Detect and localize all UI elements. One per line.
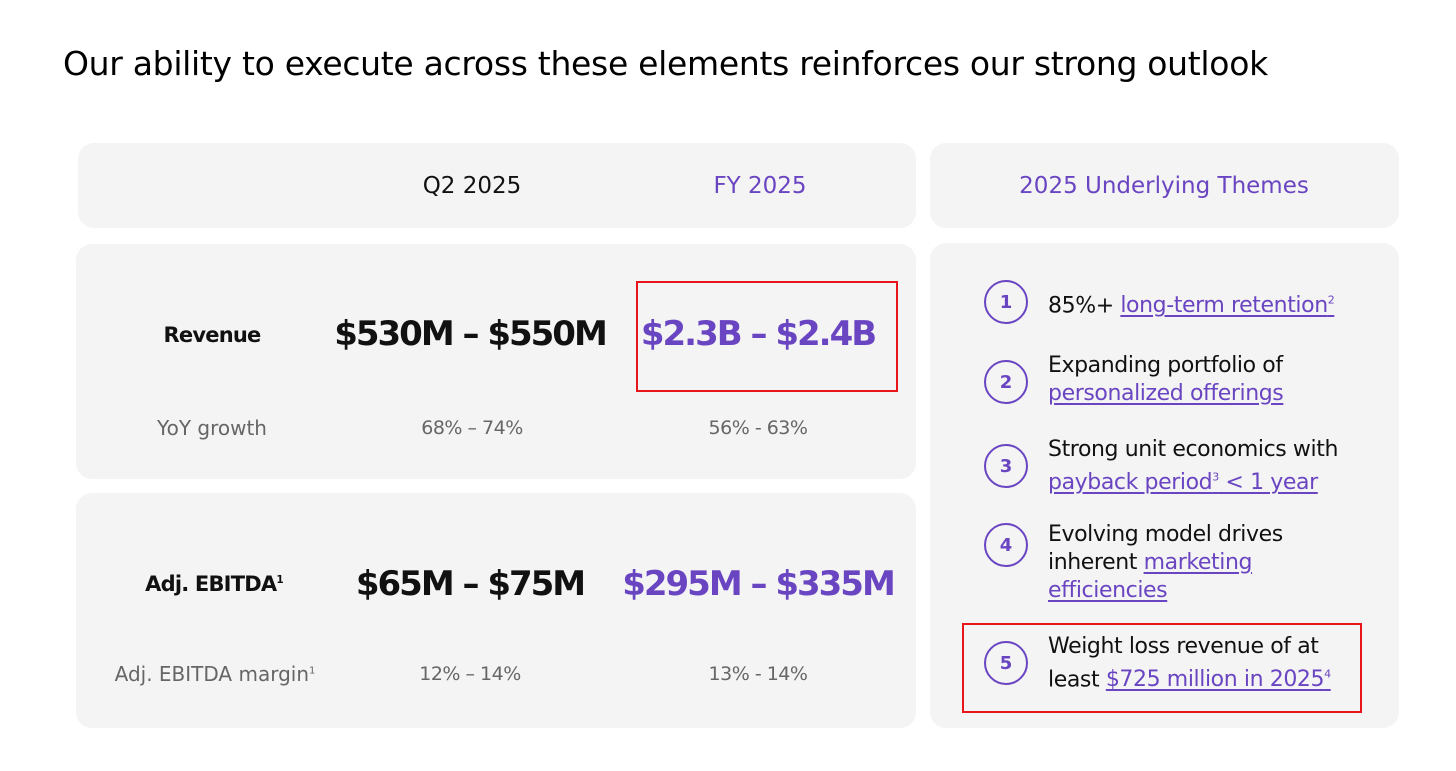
theme-link-text[interactable]: $725 million in 2025	[1105, 667, 1325, 693]
number-4-icon: 4	[984, 523, 1028, 567]
theme-link[interactable]: $725 million in 20254	[1106, 667, 1331, 692]
footnote-marker: 1	[309, 665, 316, 677]
yoy-growth-fy: 56% - 63%	[708, 417, 808, 439]
theme-link-text[interactable]: long-term retention	[1120, 293, 1328, 319]
revenue-fy-value: $2.3B – $2.4B	[640, 314, 877, 354]
ebitda-margin-q2: 12% – 14%	[419, 663, 521, 685]
theme-link-text[interactable]: payback period	[1048, 470, 1213, 496]
footnote-marker: 3	[1212, 471, 1219, 484]
number-2-icon: 2	[984, 360, 1028, 404]
ebitda-label-text: Adj. EBITDA	[145, 572, 277, 596]
themes-header: 2025 Underlying Themes	[1019, 173, 1309, 199]
theme-item: Expanding portfolio of personalized offe…	[1048, 352, 1308, 408]
number-5-icon: 5	[984, 641, 1028, 685]
column-header-q2: Q2 2025	[422, 173, 522, 199]
revenue-label: Revenue	[163, 323, 262, 347]
ebitda-label: Adj. EBITDA1	[145, 572, 283, 596]
ebitda-margin-fy: 13% - 14%	[708, 663, 808, 685]
ebitda-margin-text: Adj. EBITDA margin	[114, 662, 310, 686]
theme-text: Evolving model drives inherent	[1048, 522, 1283, 575]
ebitda-q2-value: $65M – $75M	[355, 564, 586, 604]
number-3-icon: 3	[984, 444, 1028, 488]
footnote-marker: 2	[1327, 294, 1335, 307]
themes-header-card	[930, 143, 1399, 228]
yoy-growth-label: YoY growth	[157, 416, 267, 440]
number-1-icon: 1	[984, 280, 1028, 324]
revenue-q2-value: $530M – $550M	[334, 314, 608, 354]
yoy-growth-q2: 68% – 74%	[421, 417, 523, 439]
revenue-card	[76, 244, 916, 479]
highlight-box-weight-loss	[962, 623, 1362, 713]
theme-text: 85%+	[1048, 293, 1121, 319]
ebitda-margin-label: Adj. EBITDA margin1	[115, 662, 316, 686]
highlight-box-revenue	[636, 281, 898, 392]
theme-link[interactable]: personalized offerings	[1048, 381, 1284, 406]
slide-title: Our ability to execute across these elem…	[63, 44, 1268, 83]
theme-link[interactable]: long-term retention2	[1120, 293, 1334, 318]
theme-item: Evolving model drives inherent marketing…	[1048, 521, 1298, 605]
header-card	[78, 143, 916, 228]
theme-link-text[interactable]: < 1 year	[1218, 470, 1318, 496]
footnote-marker: 1	[276, 574, 283, 586]
theme-link[interactable]: payback period3 < 1 year	[1048, 470, 1318, 495]
theme-text: Weight loss revenue of at least	[1048, 634, 1319, 693]
footnote-marker: 4	[1324, 668, 1331, 681]
theme-text: Expanding portfolio of	[1048, 353, 1283, 378]
theme-item: 85%+ long-term retention2	[1048, 287, 1358, 320]
ebitda-fy-value: $295M – $335M	[622, 564, 896, 604]
theme-item: Strong unit economics with payback perio…	[1048, 436, 1353, 497]
ebitda-card	[76, 493, 916, 728]
column-header-fy: FY 2025	[713, 173, 807, 199]
theme-item: Weight loss revenue of at least $725 mil…	[1048, 633, 1348, 694]
theme-link[interactable]: marketing efficiencies	[1048, 550, 1253, 603]
theme-text: Strong unit economics with	[1048, 437, 1338, 462]
